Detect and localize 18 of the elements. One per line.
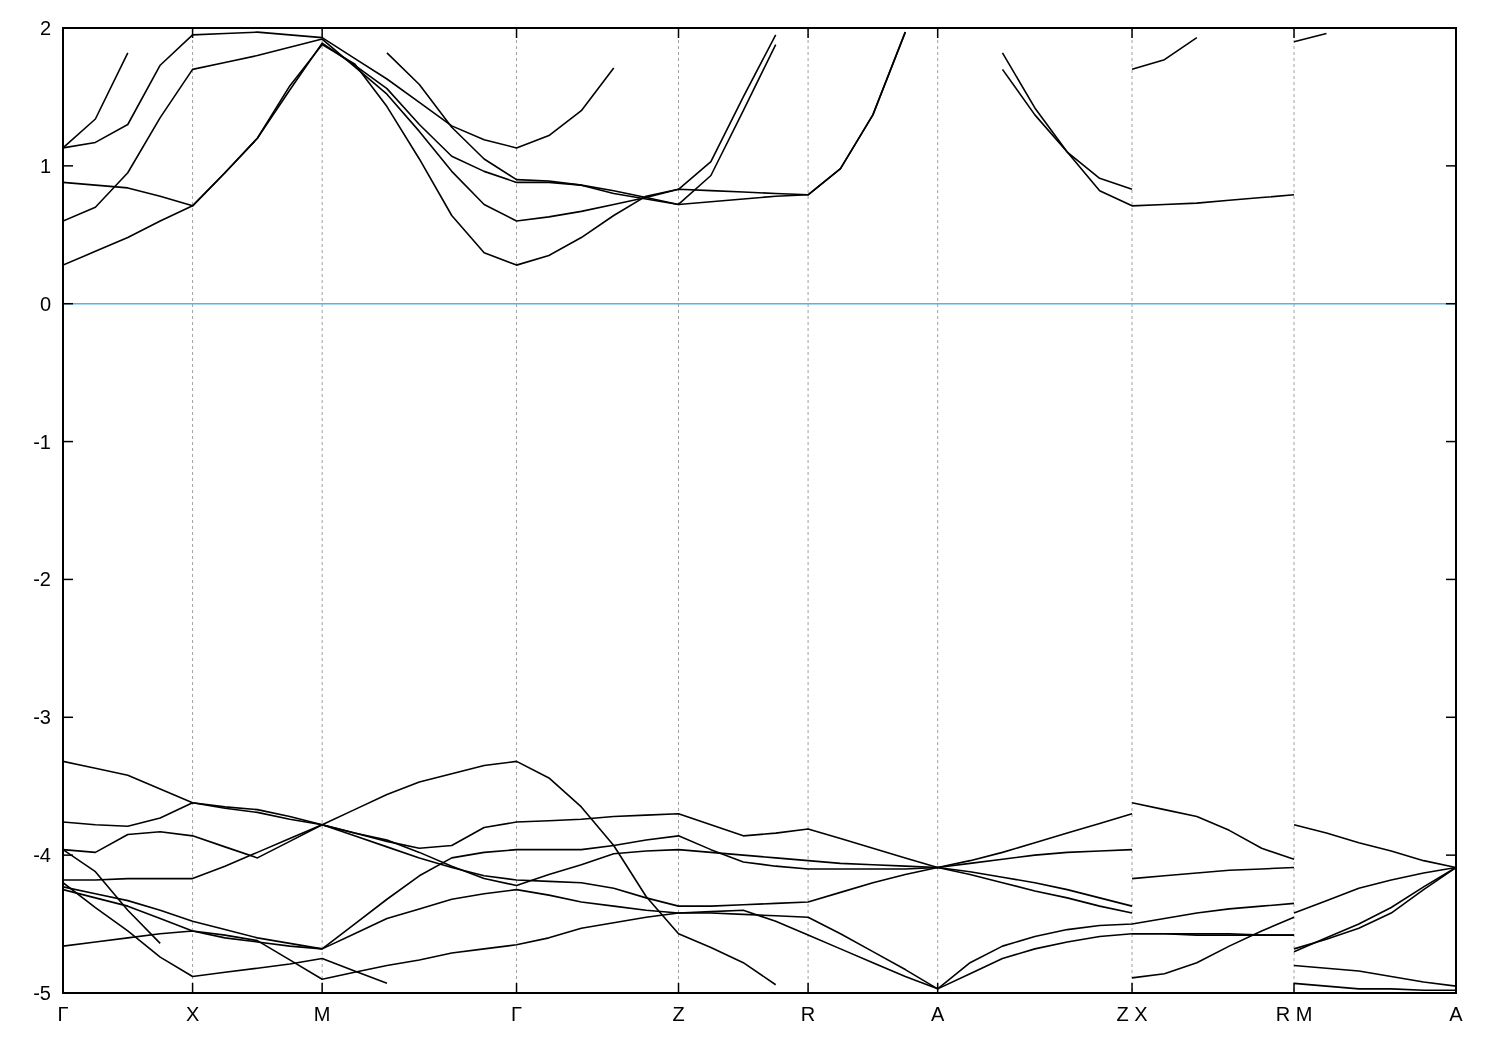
x-tick-label: R (800, 1003, 816, 1025)
x-tick-label: A (931, 1003, 945, 1025)
x-tick-label: Γ (57, 1003, 69, 1025)
x-tick-label: Z (672, 1003, 685, 1025)
x-tick-label: A (1449, 1003, 1464, 1025)
y-tick-label: -2 (33, 568, 51, 591)
y-tick-label: 2 (39, 17, 51, 39)
y-tick-label: 0 (39, 292, 51, 315)
x-tick-label: X (185, 1003, 200, 1025)
x-tick-label: Z X (1116, 1003, 1148, 1025)
y-tick-label: -3 (33, 706, 51, 729)
y-tick-label: -1 (33, 430, 51, 453)
x-tick-label: Γ (511, 1003, 523, 1025)
y-tick-label: 1 (39, 154, 51, 177)
x-tick-label: R M (1275, 1003, 1313, 1025)
y-tick-label: -4 (33, 844, 51, 867)
y-tick-label: -5 (33, 982, 51, 1004)
x-tick-label: M (313, 1003, 331, 1025)
